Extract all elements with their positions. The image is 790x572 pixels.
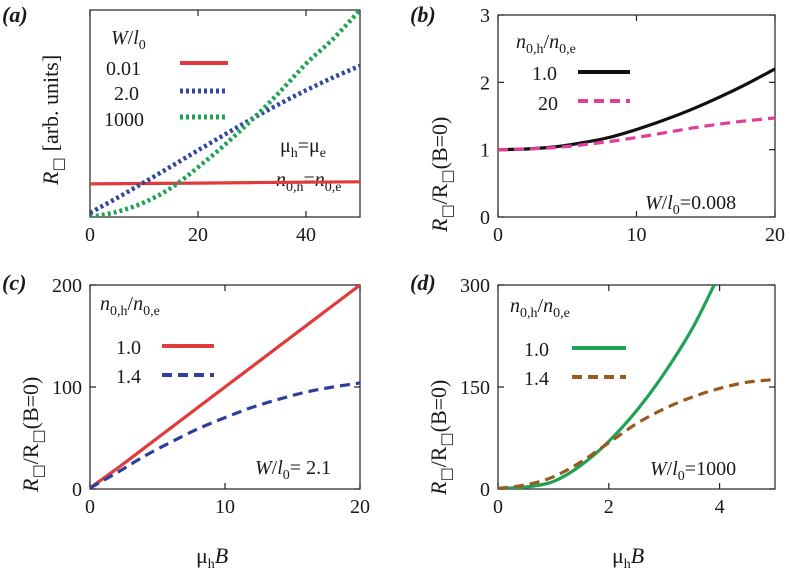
panel-d-series-0-line [498,285,716,489]
panel-d-xtick-label: 4 [715,496,725,518]
panel-a-legend-title: W/l0 [111,27,146,53]
panel-c-ytick-label: 200 [52,275,82,297]
panel-b-xtick-label: 10 [627,224,647,246]
square-icon: □ [29,429,47,443]
panel-a-legend-label-0: 0.01 [106,58,141,80]
panel-a-xtick-label: 40 [296,224,316,246]
panel-d-xtick-label: 2 [604,496,614,518]
panel-a-label: (a) [2,2,28,27]
panel-a-series-2-line [90,10,360,217]
panel-b-xtick-label: 0 [493,224,503,246]
panel-a-xtick-label: 0 [85,224,95,246]
svg-text:R□[arb. units]: R□ [arb. units] [38,55,67,186]
panel-b-ytick-label: 2 [480,72,490,94]
panel-a-series-0-line [90,180,360,186]
panel-a: (a) R□ [arb. units] W/l0 0.01 2.0 1000 μh… [2,2,342,195]
panel-a-ylabel-main: R [38,171,63,186]
panel-d-ylabel: R□/R□(B=0) [426,380,455,496]
panel-b-legend: n0,h/n0,e 1.0 20 [516,31,630,115]
panel-c-annotation: W/l0= 2.1 [255,457,331,483]
svg-text:R□/R□(B=0): R□/R□(B=0) [18,377,47,493]
panel-d-legend: n0,h/n0,e 1.0 1.4 [510,295,626,390]
panel-d-ytick-label: 300 [460,275,490,297]
panel-b-ytick-label: 1 [480,140,490,162]
square-icon: □ [437,432,455,446]
panel-a-ylabel: R□ [arb. units] [38,55,67,186]
panel-c-label: (c) [2,270,26,295]
panel-b-label: (b) [410,2,436,27]
panel-c-xtick-label: 20 [350,496,370,518]
panel-a-annotation-mobility: μh=μe [280,135,326,161]
panel-b-legend-label-0: 1.0 [532,63,557,85]
panel-c-ytick-label: 100 [52,377,82,399]
panel-c-legend-title: n0,h/n0,e [100,293,160,319]
panel-d-ytick-label: 0 [480,479,490,501]
panel-b-ytick-label: 0 [480,207,490,229]
panel-a-xtick-label: 20 [188,224,208,246]
panel-a-legend-label-2: 1000 [104,109,144,131]
panel-d-legend-label-0: 1.0 [524,339,549,361]
panel-c-ylabel: R□/R□(B=0) [18,377,47,493]
panel-a-annotation-density: n0,h=n0,e [276,169,342,195]
panel-c-xtick-label: 10 [215,496,235,518]
panel-b-ytick-label: 3 [480,5,490,27]
panel-b-legend-label-1: 20 [538,93,558,115]
panel-b-series-0-line [498,67,775,152]
panel-c: (c) R□/R□(B=0) μhB n0,h/n0,e 1.0 1.4 W/l… [2,270,331,572]
panel-d-label: (d) [410,270,436,295]
square-icon: □ [29,464,47,478]
panel-a-legend: W/l0 0.01 2.0 1000 [104,27,228,131]
square-icon: □ [438,204,456,218]
svg-text:R□/R□(B=0): R□/R□(B=0) [426,380,455,496]
panel-c-series-0-line [90,285,360,489]
panel-d-legend-label-1: 1.4 [524,368,549,390]
panel-d-xlabel: μhB [612,543,644,572]
panel-c-legend-label-1: 1.4 [116,366,141,388]
svg-text:R□/R□(B=0): R□/R□(B=0) [427,117,456,233]
panel-d: (d) R□/R□(B=0) μhB n0,h/n0,e 1.0 1.4 W/l… [410,270,736,572]
panel-d-ytick-label: 150 [460,377,490,399]
panel-c-xtick-label: 0 [85,496,95,518]
panel-b-ylabel: R□/R□(B=0) [427,117,456,233]
panel-c-legend: n0,h/n0,e 1.0 1.4 [100,293,214,388]
panel-c-ytick-label: 0 [72,479,82,501]
panel-b-series-1-line [498,116,775,152]
panel-a-frame [89,9,361,218]
panel-b-legend-title: n0,h/n0,e [516,31,576,57]
panel-d-series-1-line [498,377,775,489]
panel-c-series-1-line [90,381,360,489]
square-icon: □ [438,169,456,183]
panel-b-xtick-label: 20 [765,224,785,246]
panel-a-series-1-line [90,63,360,215]
panel-c-legend-label-0: 1.0 [116,337,141,359]
panel-b-annotation: W/l0=0.008 [645,192,736,218]
panel-b: (b) R□/R□(B=0) n0,h/n0,e 1.0 20 W/l0=0.0… [410,2,736,233]
panel-d-legend-title: n0,h/n0,e [510,295,570,321]
panel-c-xlabel: μhB [196,543,228,572]
panel-a-legend-label-1: 2.0 [114,83,139,105]
panel-a-ylabel-unit: [arb. units] [38,55,63,152]
square-icon: □ [49,157,67,171]
square-icon: □ [437,467,455,481]
panel-d-annotation: W/l0=1000 [650,458,736,484]
panel-d-xtick-label: 0 [493,496,503,518]
